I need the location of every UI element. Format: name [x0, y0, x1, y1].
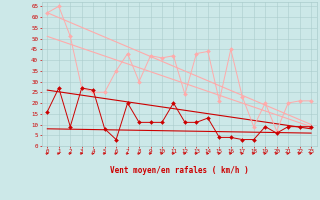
- X-axis label: Vent moyen/en rafales ( km/h ): Vent moyen/en rafales ( km/h ): [110, 166, 249, 175]
